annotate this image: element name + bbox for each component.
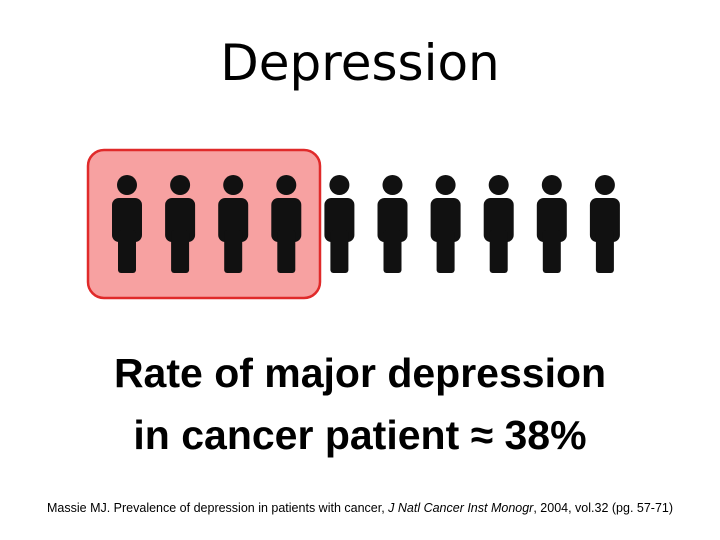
person-head (117, 175, 137, 195)
person-head (223, 175, 244, 195)
person-legs (383, 230, 402, 273)
citation-details: , 2004, vol.32 (pg. 57-71) (533, 501, 674, 515)
person-head (594, 175, 615, 195)
people-row (112, 175, 620, 273)
person-legs (118, 230, 136, 273)
title: Depression (220, 34, 500, 92)
person-head (488, 175, 509, 195)
person-legs (542, 230, 561, 273)
citation: Massie MJ. Prevalence of depression in p… (47, 500, 697, 516)
person-head (170, 175, 191, 195)
person-head (276, 175, 297, 195)
person-head (541, 175, 562, 195)
person-legs (436, 230, 455, 273)
person-legs (277, 230, 296, 273)
highlight-box (86, 148, 322, 300)
citation-journal: J Natl Cancer Inst Monogr (388, 501, 534, 515)
statement-line: Rate of major depression (113, 350, 607, 396)
person-legs (489, 230, 508, 273)
citation-text: Massie MJ. Prevalence of depression in p… (47, 501, 389, 515)
person-legs (224, 230, 243, 273)
person-legs (330, 230, 349, 273)
person-legs (595, 230, 614, 273)
person-head (329, 175, 350, 195)
person-head (435, 175, 456, 195)
person-head (382, 175, 403, 195)
statement-line: in cancer patient ≈ 38% (133, 412, 587, 458)
person-legs (171, 230, 190, 273)
